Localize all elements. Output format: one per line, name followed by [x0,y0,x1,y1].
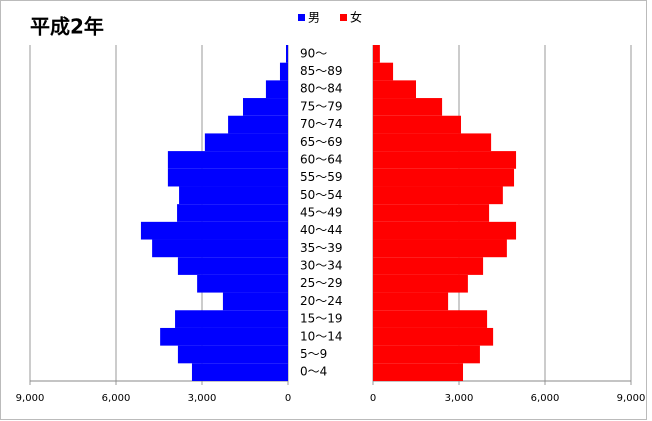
bar [160,327,288,346]
bar [152,239,288,258]
bar [373,327,494,346]
category-label: 80～84 [300,82,343,96]
category-label: 5～9 [300,347,327,361]
bar [373,274,468,293]
bar [373,62,394,81]
legend-swatch [340,14,347,21]
bar [197,274,288,293]
bar [242,98,288,116]
bar [177,345,288,364]
bar [140,221,288,240]
category-label: 45～49 [300,206,343,220]
legend-label: 女 [350,10,362,25]
bar [265,80,288,99]
bar [373,363,464,381]
bar [285,45,288,63]
bar [373,345,480,364]
x-tick-label: 3,000 [445,393,474,404]
bar [167,151,288,169]
bar [373,80,416,99]
category-label: 75～79 [300,99,343,113]
bar [373,204,490,222]
category-label: 85～89 [300,64,343,78]
bar [177,257,288,275]
category-label: 70～74 [300,117,343,131]
x-tick-label: 9,000 [617,393,646,404]
category-label: 40～44 [300,223,343,237]
category-label: 35～39 [300,241,343,255]
category-label: 60～64 [300,152,343,166]
bar [373,221,517,240]
bar [179,186,288,205]
bar [373,168,515,187]
category-label: 30～34 [300,259,343,273]
x-tick-label: 0 [370,393,376,404]
bar [373,310,488,328]
category-label: 15～19 [300,312,343,326]
bar [222,292,288,311]
bar [191,363,288,381]
x-tick-label: 9,000 [16,393,45,404]
bar [373,133,492,152]
category-label: 90～ [300,46,327,60]
chart-title: 平成2年 [30,15,104,39]
bar [279,62,288,81]
bar [228,115,288,134]
bar [373,186,503,205]
bar [177,204,288,222]
category-label: 25～29 [300,276,343,290]
x-tick-label: 6,000 [531,393,560,404]
bar [167,168,288,187]
category-label: 50～54 [300,188,343,202]
bar [175,310,288,328]
bar [204,133,288,152]
bar [373,45,380,63]
category-label: 65～69 [300,135,343,149]
x-tick-label: 0 [285,393,291,404]
x-tick-label: 3,000 [188,393,217,404]
bar [373,151,517,169]
category-label: 55～59 [300,170,343,184]
bar [373,115,462,134]
category-label: 10～14 [300,329,343,343]
legend-swatch [298,14,305,21]
x-tick-label: 6,000 [102,393,131,404]
bar [373,292,449,311]
bar [373,98,443,116]
category-label: 0～4 [300,365,327,379]
category-label: 20～24 [300,294,343,308]
bar [373,239,507,258]
legend-label: 男 [308,11,320,25]
bar [373,257,484,275]
